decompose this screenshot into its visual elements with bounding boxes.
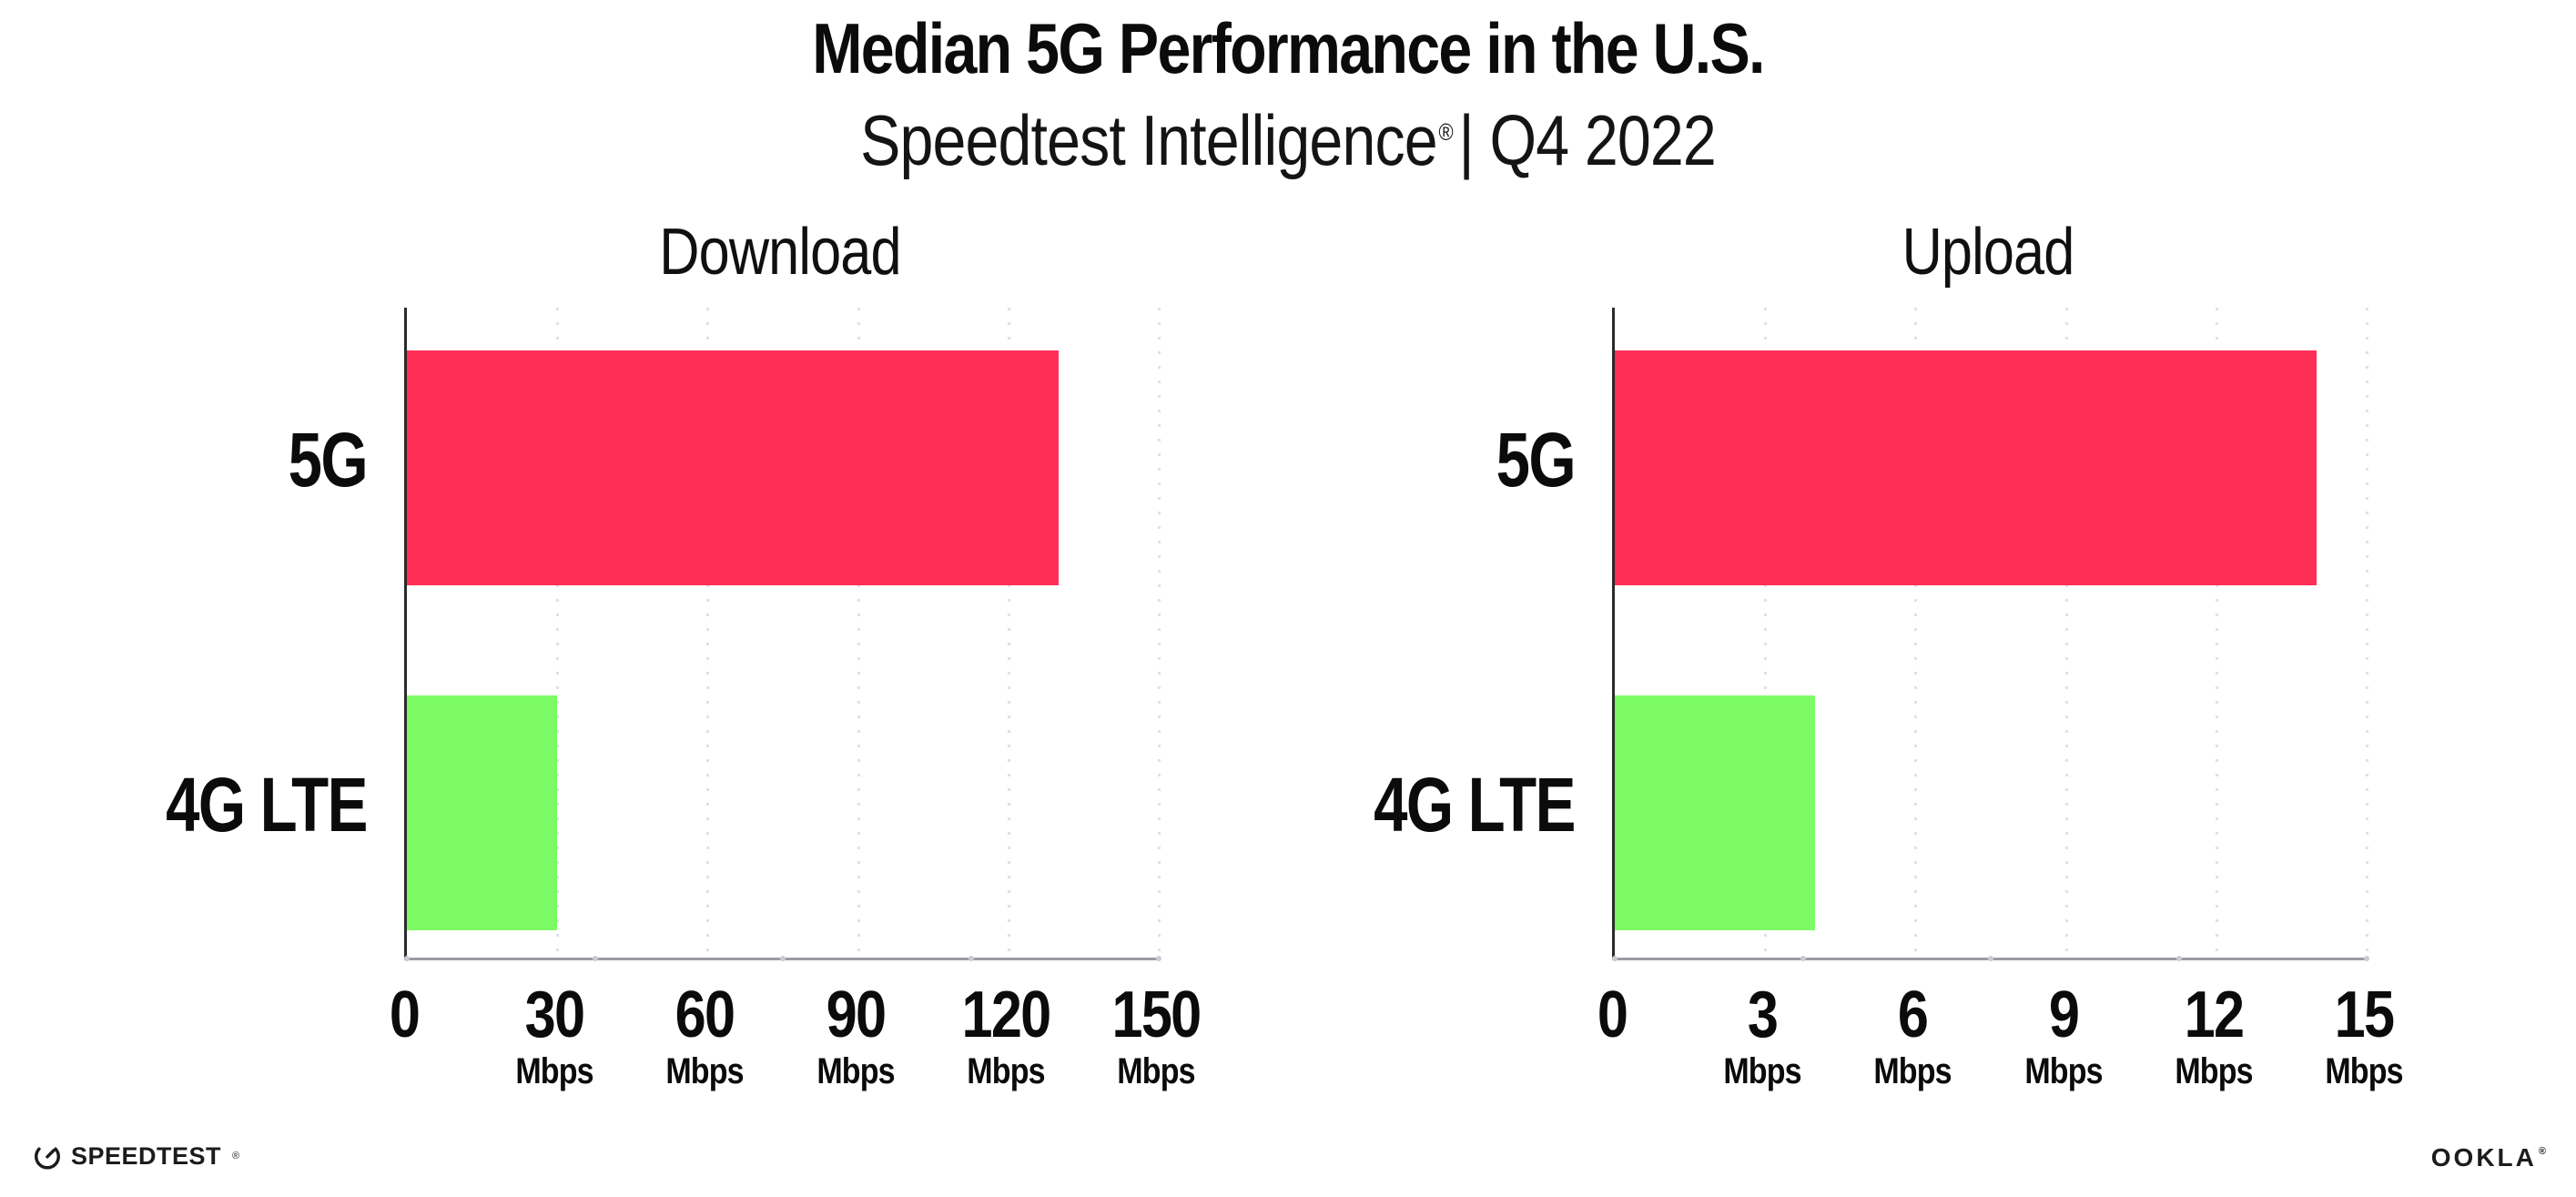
- x-tick-label-6: 6 Mbps: [1874, 981, 1952, 1090]
- x-tick-unit: Mbps: [967, 1051, 1045, 1091]
- subtitle-brand: Speedtest Intelligence: [860, 100, 1438, 181]
- bar-4g-lte-upload: [1615, 695, 1816, 930]
- axis-tick-dot: [1800, 956, 1806, 961]
- plot-area-download: [404, 308, 1161, 961]
- speedtest-wordmark: SPEEDTEST: [71, 1141, 222, 1170]
- gridline-30: [556, 308, 560, 959]
- x-tick-label-150: 150 Mbps: [1111, 979, 1202, 1091]
- x-tick-value: 120: [961, 979, 1051, 1051]
- gridline-120: [1007, 308, 1010, 959]
- axis-tick-dot: [592, 956, 598, 961]
- ookla-registered-icon: ®: [2538, 1145, 2549, 1157]
- category-label-5g: 5G: [1496, 417, 1577, 502]
- axis-tick-dot: [2364, 956, 2369, 961]
- x-tick-value: 6: [1898, 979, 1929, 1051]
- bar-5g-upload: [1615, 350, 2317, 585]
- gridline-3: [1764, 308, 1768, 959]
- x-tick-value: 60: [675, 979, 735, 1051]
- chart-title-upload: Upload: [1902, 216, 2075, 289]
- x-tick-value: 9: [2048, 979, 2079, 1051]
- x-tick-value: 90: [826, 979, 886, 1051]
- x-tick-unit: Mbps: [816, 1051, 895, 1091]
- speedtest-logo: SPEEDTEST ®: [33, 1140, 239, 1172]
- page-title: Median 5G Performance in the U.S.: [812, 8, 1765, 88]
- chart-download: Download 5G 4G LTE 0 30 Mbps 60 Mbps 90 Mbps 120 M…: [166, 216, 1202, 1092]
- registered-mark-icon: ®: [1438, 120, 1453, 146]
- chart-upload: Upload 5G 4G LTE 0 3 Mbps 6 Mbps 9 Mbps 12 Mbps 15 M…: [1374, 216, 2403, 1092]
- x-tick-label-60: 60 Mbps: [665, 979, 745, 1091]
- x-tick-label-12: 12 Mbps: [2175, 979, 2253, 1091]
- x-tick-label-15: 15 Mbps: [2325, 979, 2403, 1091]
- x-tick-value: 0: [389, 979, 421, 1051]
- x-tick-label-3: 3 Mbps: [1723, 979, 1802, 1091]
- x-tick-label-30: 30 Mbps: [515, 979, 594, 1091]
- x-tick-value: 12: [2184, 979, 2244, 1051]
- x-tick-value: 3: [1748, 979, 1779, 1051]
- x-tick-value: 15: [2334, 979, 2395, 1051]
- ookla-logo: OOKLA ®: [2431, 1143, 2549, 1172]
- x-tick-label-0: 0: [1597, 979, 1628, 1051]
- gridline-60: [706, 308, 710, 959]
- axis-tick-dot: [1612, 956, 1618, 961]
- chart-title-download: Download: [659, 216, 901, 289]
- gridline-90: [857, 308, 860, 959]
- x-tick-value: 0: [1597, 979, 1628, 1051]
- bar-5g-download: [407, 350, 1059, 585]
- subtitle-period: | Q4 2022: [1458, 100, 1717, 181]
- x-tick-unit: Mbps: [665, 1051, 745, 1091]
- x-tick-value: 30: [524, 979, 585, 1051]
- x-tick-unit: Mbps: [2325, 1051, 2403, 1091]
- gridline-12: [2215, 308, 2218, 959]
- x-tick-unit: Mbps: [1723, 1051, 1802, 1091]
- gridline-9: [2064, 308, 2068, 959]
- x-tick-label-0: 0: [389, 979, 421, 1051]
- axis-tick-dot: [1988, 956, 1993, 961]
- axis-tick-dot: [968, 956, 974, 961]
- x-tick-unit: Mbps: [515, 1051, 594, 1091]
- axis-tick-dot: [1156, 956, 1161, 961]
- gridline-6: [1914, 308, 1918, 959]
- x-tick-unit: Mbps: [1873, 1051, 1952, 1091]
- category-label-4g-lte: 4G LTE: [166, 762, 368, 847]
- x-tick-label-9: 9 Mbps: [2023, 979, 2103, 1091]
- x-tick-unit: Mbps: [1117, 1051, 1195, 1091]
- x-tick-label-120: 120 Mbps: [961, 979, 1051, 1091]
- category-label-4g-lte: 4G LTE: [1374, 762, 1576, 847]
- speedtest-registered-icon: ®: [232, 1151, 240, 1161]
- plot-area-upload: [1612, 308, 2369, 961]
- x-tick-unit: Mbps: [2023, 1051, 2103, 1091]
- gridline-15: [2366, 308, 2368, 959]
- gridline-150: [1158, 308, 1161, 959]
- speedtest-gauge-icon: [35, 1147, 60, 1170]
- x-tick-label-90: 90 Mbps: [816, 979, 895, 1091]
- axis-tick-dot: [2175, 956, 2182, 961]
- ookla-wordmark: OOKLA: [2430, 1143, 2537, 1172]
- x-tick-value: 150: [1111, 979, 1202, 1051]
- axis-tick-dot: [780, 956, 786, 961]
- x-tick-unit: Mbps: [2175, 1051, 2253, 1091]
- page-subtitle: Speedtest Intelligence®| Q4 2022: [193, 95, 2383, 178]
- category-label-5g: 5G: [288, 417, 369, 502]
- axis-tick-dot: [404, 956, 410, 961]
- bar-4g-lte-download: [407, 695, 558, 930]
